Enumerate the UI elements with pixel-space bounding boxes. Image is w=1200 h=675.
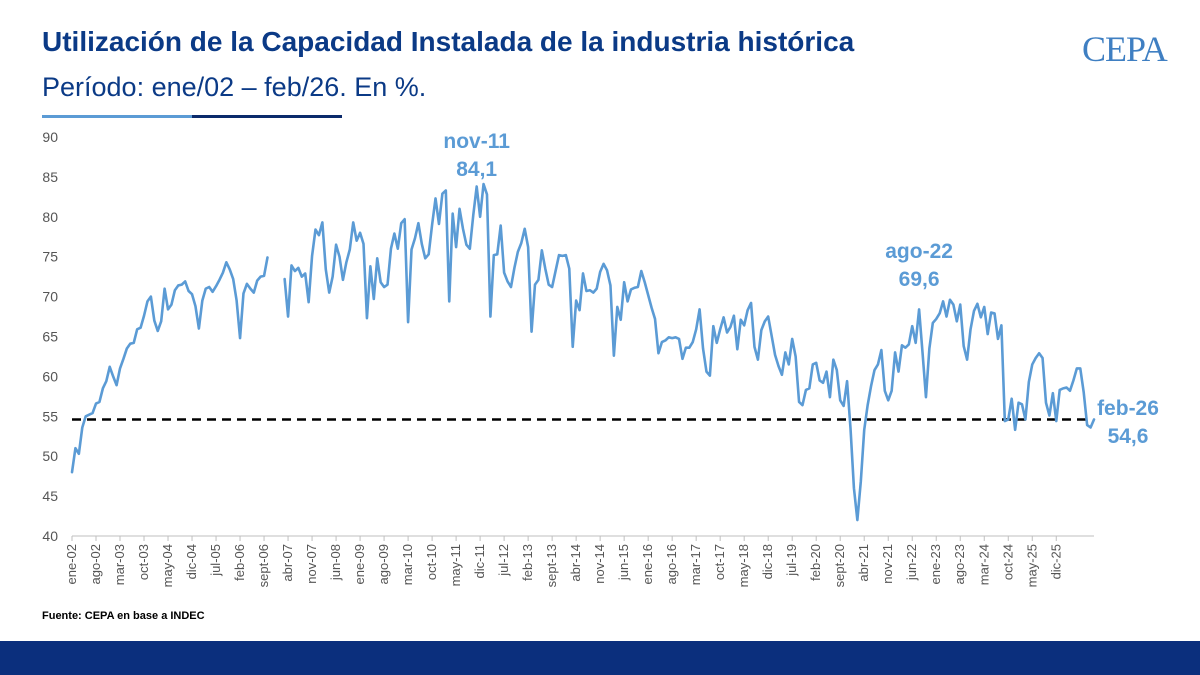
x-tick-label: ago-09: [376, 544, 391, 584]
x-tick-label: may-11: [448, 544, 463, 586]
x-tick-label: oct-17: [712, 544, 727, 580]
x-tick-label: feb-13: [520, 544, 535, 581]
x-tick-label: abr-07: [280, 544, 295, 582]
annotation-date: ago-22: [885, 240, 953, 263]
x-tick-label: nov-07: [304, 544, 319, 584]
x-tick-label: nov-14: [592, 544, 607, 584]
title-underline-light: [42, 115, 192, 118]
series-group: [70, 182, 1096, 522]
x-tick-label: sept-20: [832, 544, 847, 587]
x-tick-label: jul-05: [208, 544, 223, 577]
y-tick-label: 40: [42, 528, 58, 544]
annotation-date: feb-26: [1097, 397, 1159, 420]
annotations-group: nov-11 84,1 ago-22 69,6 feb-26 54,6: [443, 130, 1159, 448]
line-chart: 40 45 50 55 60 65 70 75 80 85 90 ene-02 ago-02 mar-0…: [42, 129, 1159, 587]
x-tick-label: ago-02: [88, 544, 103, 584]
series-line: [70, 182, 1096, 522]
x-tick-label: oct-24: [1000, 544, 1015, 580]
x-tick-label: mar-24: [976, 544, 991, 585]
x-tick-label: jun-22: [904, 544, 919, 581]
y-tick-label: 65: [42, 329, 58, 345]
x-tick-label: dic-25: [1048, 544, 1063, 579]
y-tick-label: 70: [42, 289, 58, 305]
x-tick-label: jun-15: [616, 544, 631, 581]
title-underline-dark: [192, 115, 342, 118]
y-tick-label: 55: [42, 408, 58, 424]
y-tick-label: 85: [42, 169, 58, 185]
x-tick-label: sept-13: [544, 544, 559, 587]
y-tick-label: 75: [42, 249, 58, 265]
x-tick-label: oct-10: [424, 544, 439, 580]
y-tick-label: 90: [42, 129, 58, 145]
annotation-value: 69,6: [899, 268, 940, 291]
footer-bar: [0, 641, 1200, 675]
y-axis: 40 45 50 55 60 65 70 75 80 85 90: [42, 129, 58, 544]
x-tick-label: sept-06: [256, 544, 271, 587]
cepa-logo: CEPA: [1082, 29, 1168, 69]
x-tick-label: mar-03: [112, 544, 127, 585]
x-tick-label: oct-03: [136, 544, 151, 580]
x-tick-label: feb-20: [808, 544, 823, 581]
x-tick-label: dic-18: [760, 544, 775, 579]
y-tick-label: 80: [42, 209, 58, 225]
x-tick-label: may-04: [160, 544, 175, 587]
x-axis: ene-02 ago-02 mar-03 oct-03 may-04 dic-04 jul-…: [64, 535, 1094, 587]
y-tick-label: 60: [42, 368, 58, 384]
x-tick-label: nov-21: [880, 544, 895, 584]
x-tick-label: ene-16: [640, 544, 655, 584]
annotation-value: 84,1: [456, 158, 497, 181]
x-tick-label: abr-21: [856, 544, 871, 582]
x-tick-label: mar-10: [400, 544, 415, 585]
x-tick-label: may-25: [1024, 544, 1039, 587]
x-tick-label: ene-02: [64, 544, 79, 584]
source-note: Fuente: CEPA en base a INDEC: [42, 610, 205, 622]
x-tick-label: ago-23: [952, 544, 967, 584]
x-tick-label: ago-16: [664, 544, 679, 584]
x-tick-label: mar-17: [688, 544, 703, 585]
chart-subtitle: Período: ene/02 – feb/26. En %.: [42, 72, 427, 102]
y-tick-label: 50: [42, 448, 58, 464]
x-tick-label: jul-19: [784, 544, 799, 577]
x-tick-label: dic-11: [472, 544, 487, 578]
x-tick-label: may-18: [736, 544, 751, 587]
x-tick-label: jun-08: [328, 544, 343, 581]
annotation-date: nov-11: [443, 130, 510, 153]
x-tick-label: ene-09: [352, 544, 367, 584]
chart-title: Utilización de la Capacidad Instalada de…: [42, 26, 855, 57]
x-tick-label: dic-04: [184, 544, 199, 579]
annotation-value: 54,6: [1108, 425, 1149, 448]
x-tick-label: jul-12: [496, 544, 511, 577]
x-tick-label: feb-06: [232, 544, 247, 581]
y-tick-label: 45: [42, 488, 58, 504]
x-tick-label: ene-23: [928, 544, 943, 584]
x-tick-label: abr-14: [568, 544, 583, 582]
